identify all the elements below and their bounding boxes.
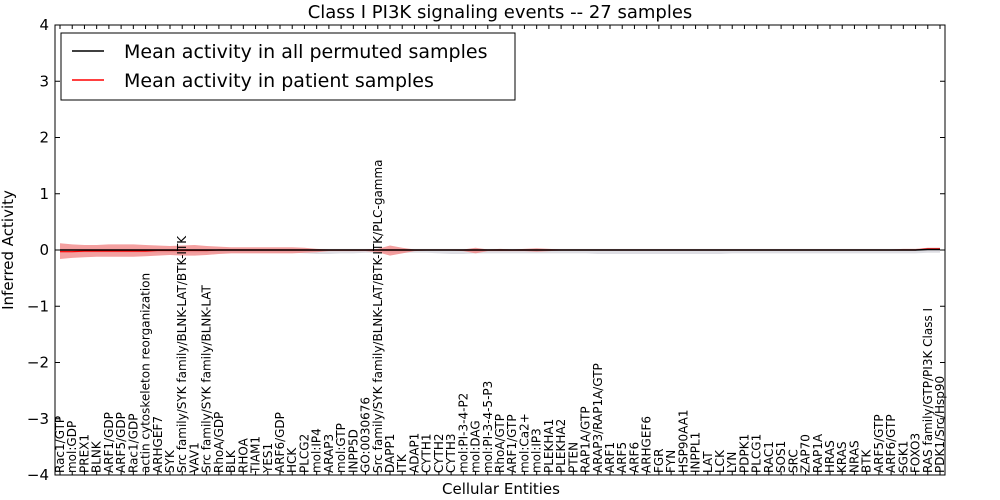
x-tick-label: CYTH1 — [420, 434, 434, 474]
x-tick-label: mol:PI-3-4-P2 — [456, 393, 470, 473]
legend: Mean activity in all permuted samples Mea… — [60, 32, 516, 101]
x-tick-label: BLNK — [90, 440, 104, 473]
patient-confidence-band — [60, 243, 940, 259]
y-tick-label: 4 — [39, 16, 49, 34]
x-tick-label: INPPL1 — [689, 432, 703, 473]
x-tick-label: ZAP70 — [799, 434, 813, 473]
x-tick-label: PTEN — [566, 442, 580, 473]
x-tick-label: FOXO3 — [909, 433, 923, 473]
y-tick-label: 0 — [39, 241, 49, 259]
x-tick-label: RAC1 — [762, 441, 776, 473]
y-tick-label: −3 — [27, 410, 49, 428]
x-tick-label: SGK1 — [896, 441, 910, 473]
x-tick-label: mol:Ca2+ — [517, 413, 531, 473]
x-tick-label: mol:PI-3-4-5-P3 — [481, 381, 495, 473]
x-tick-label: LAT — [701, 451, 715, 473]
permuted-mean-line — [60, 248, 940, 251]
x-tick-label: ARF6/GDP — [273, 412, 287, 473]
legend-label: Mean activity in all permuted samples — [124, 41, 487, 63]
y-tick-label: 1 — [39, 185, 49, 203]
x-tick-label: KRAS — [835, 441, 849, 473]
x-tick-label: ARAP3 — [322, 434, 336, 473]
x-tick-label: PLEKHA2 — [554, 419, 568, 473]
x-tick-label: SYK — [163, 449, 177, 473]
x-tick-label: SOS1 — [774, 441, 788, 473]
x-tick-label: ARF5/GDP — [114, 412, 128, 473]
x-tick-label: SRC — [786, 449, 800, 473]
x-tick-label: mol:GDP — [65, 421, 79, 473]
x-tick-label: ARF6/GTP — [884, 414, 898, 473]
x-tick-label: PDPK1 — [737, 434, 751, 473]
x-tick-label: Rac1/GDP — [126, 414, 140, 473]
x-tick-label: GO:0030676 — [359, 397, 373, 473]
x-tick-label: LCK — [713, 449, 727, 473]
x-tick-label: INPP5D — [346, 429, 360, 473]
x-tick-label: ARF5 — [615, 442, 629, 473]
x-tick-label: Src family/SYK family/BLNK-LAT/BTK-ITK — [175, 235, 189, 473]
y-tick-label: −2 — [27, 354, 49, 372]
plot-area: −4−3−2−101234Rac1/GTPmol:GDPPREX1BLNKARF… — [27, 16, 947, 484]
x-axis-title: Cellular Entities — [442, 480, 560, 498]
y-tick-label: −1 — [27, 297, 49, 315]
x-tick-label: Src family/SYK family/BLNK-LAT — [200, 284, 214, 473]
x-tick-label: ARF6 — [627, 442, 641, 473]
x-tick-label: ARF1 — [603, 442, 617, 473]
x-tick-label: ADAP1 — [407, 433, 421, 473]
x-tick-label: ARF1/GTP — [505, 414, 519, 473]
x-tick-label: ARF1/GDP — [102, 412, 116, 473]
x-tick-label: HSP90AA1 — [676, 409, 690, 473]
x-tick-label: ARAP3/RAP1A/GTP — [591, 363, 605, 473]
x-tick-label: Rac1/GTP — [53, 416, 67, 473]
x-tick-label: mol:IP4 — [310, 428, 324, 473]
x-tick-label: RHOA — [236, 437, 250, 473]
x-tick-label: RhoA/GTP — [493, 414, 507, 473]
x-tick-label: PLEKHA1 — [542, 419, 556, 473]
x-tick-label: FGR — [652, 448, 666, 473]
x-tick-label: mol:GTP — [334, 423, 348, 473]
x-tick-label: LYN — [725, 452, 739, 473]
x-tick-label: VAV1 — [187, 442, 201, 473]
x-tick-label: ARHGEF6 — [640, 416, 654, 473]
x-tick-label: CYTH3 — [444, 434, 458, 474]
x-tick-label: DAPP1 — [383, 434, 397, 473]
x-tick-label: PREX1 — [77, 434, 91, 473]
x-tick-label: actin cytoskeleton reorganization — [139, 273, 153, 473]
x-tick-label: ARHGEF7 — [151, 416, 165, 473]
x-tick-label: BLK — [224, 449, 238, 473]
x-tick-label: HRAS — [823, 440, 837, 473]
legend-label: Mean activity in patient samples — [124, 70, 434, 92]
x-tick-label: mol:IP3 — [530, 428, 544, 473]
y-tick-label: −4 — [27, 466, 49, 484]
legend-box — [60, 32, 516, 101]
chart-title: Class I PI3K signaling events -- 27 samp… — [308, 2, 693, 23]
x-tick-label: CYTH2 — [432, 434, 446, 474]
x-tick-label: HCK — [285, 447, 299, 473]
x-tick-label: mol:DAG — [469, 420, 483, 473]
x-tick-label: BTK — [860, 448, 874, 473]
x-tick-label: PLCG1 — [750, 434, 764, 473]
x-tick-label: PDK1/Src/Hsp90 — [933, 376, 947, 473]
x-tick-label: RhoA/GDP — [212, 412, 226, 473]
x-tick-label: YES1 — [261, 443, 275, 474]
y-tick-label: 2 — [39, 129, 49, 147]
x-tick-label: Src family/SYK family/BLNK-LAT/BTK-ITK/P… — [371, 159, 385, 473]
x-tick-label: ITK — [395, 453, 409, 473]
x-tick-label: PLCG2 — [297, 434, 311, 473]
x-tick-label: FYN — [664, 450, 678, 473]
y-tick-label: 3 — [39, 72, 49, 90]
x-tick-label: RAP1A/GTP — [579, 406, 593, 473]
x-tick-label: RAS family/GTP/PI3K Class I — [921, 308, 935, 473]
x-tick-label: RAP1A — [811, 433, 825, 473]
x-tick-label: NRAS — [847, 440, 861, 473]
y-axis-title: Inferred Activity — [0, 190, 17, 310]
x-tick-label: TIAM1 — [249, 436, 263, 474]
x-tick-label: ARF5/GTP — [872, 414, 886, 473]
